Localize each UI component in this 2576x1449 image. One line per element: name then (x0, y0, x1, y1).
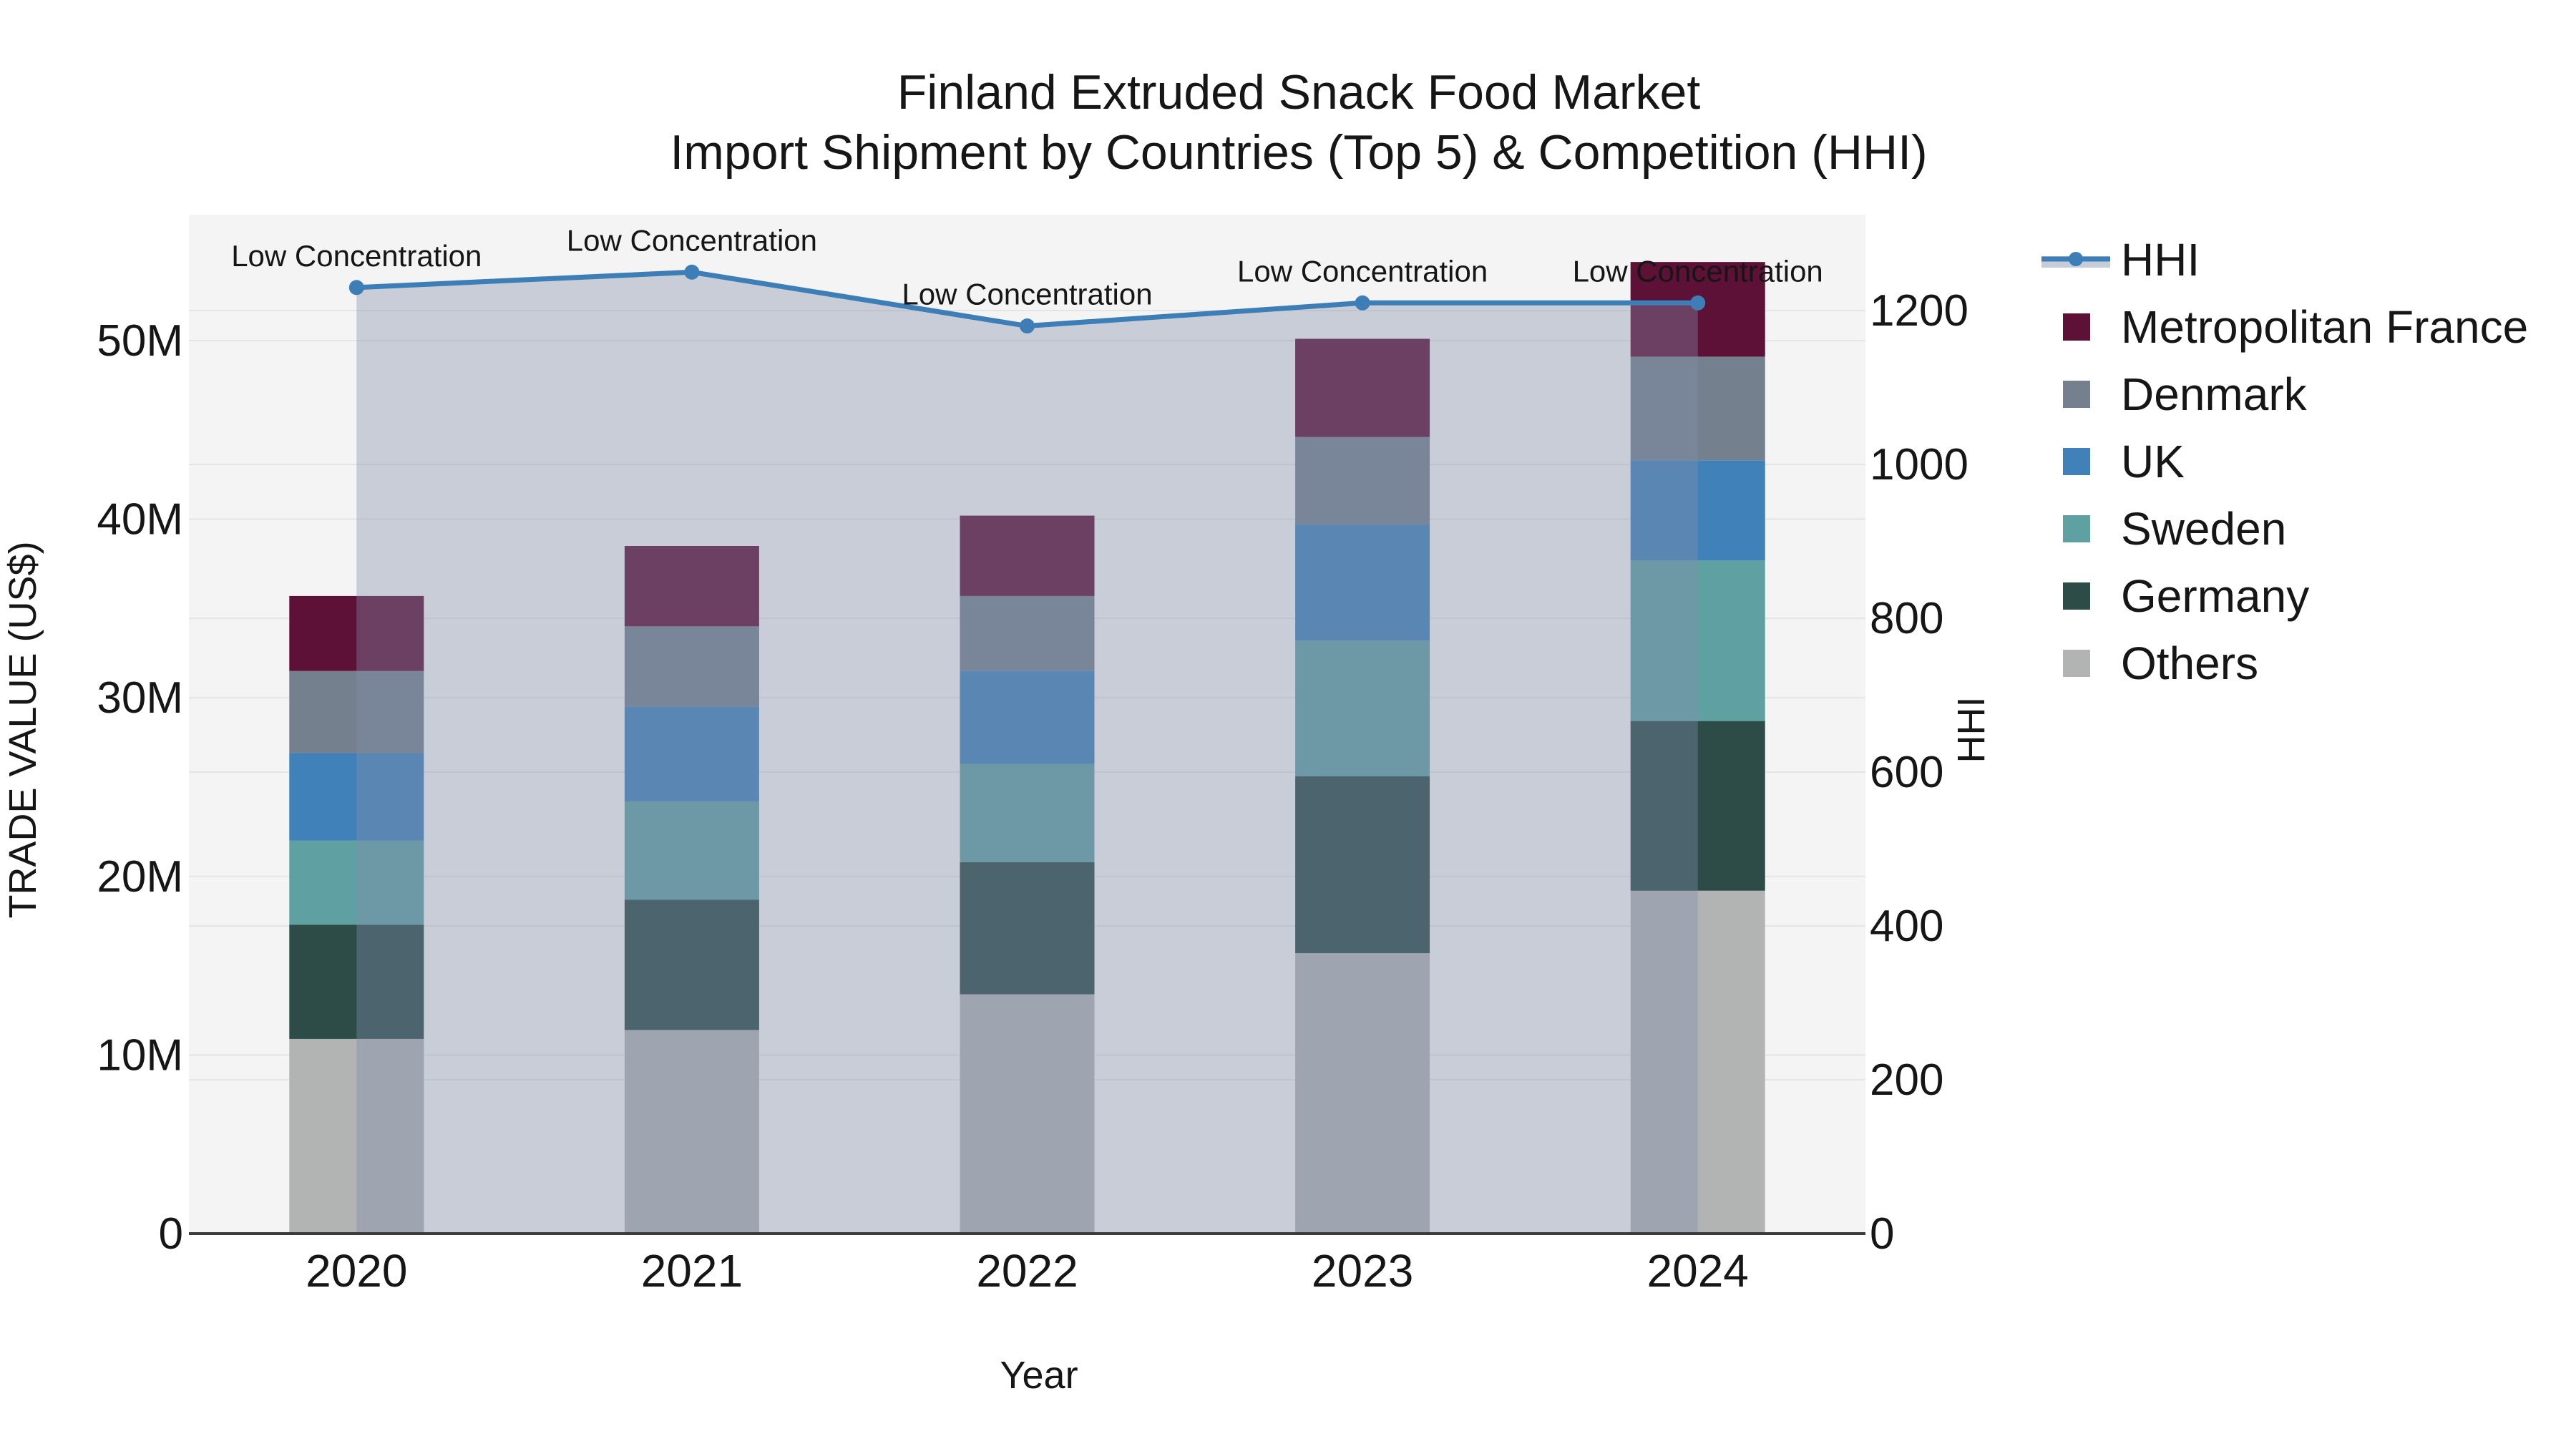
legend-item-hhi: HHI (2041, 234, 2200, 286)
hhi-point-2023 (1355, 295, 1370, 311)
legend-label-denmark: Denmark (2121, 369, 2308, 420)
x-tick-2020: 2020 (306, 1245, 407, 1297)
bar-segment-uk-2024 (1630, 460, 1765, 560)
legend-swatch-metropolitan-france (2063, 313, 2090, 341)
legend-swatch-denmark (2063, 381, 2090, 408)
bar-segment-denmark-2024 (1630, 356, 1765, 461)
legend-label-germany: Germany (2121, 570, 2309, 622)
x-axis-title: Year (1000, 1354, 1078, 1397)
x-tick-2022: 2022 (976, 1245, 1078, 1297)
legend-item-others: Others (2063, 638, 2258, 689)
left-tick-10M: 10M (97, 1030, 183, 1080)
bar-segment-uk-2023 (1295, 525, 1430, 641)
right-tick-1200: 1200 (1870, 286, 1968, 336)
right-tick-200: 200 (1870, 1055, 1943, 1105)
bar-segment-denmark-2023 (1295, 436, 1430, 525)
bar-segment-others-2024 (1630, 890, 1765, 1234)
x-tick-2024: 2024 (1647, 1245, 1749, 1297)
annotation-2021: Low Concentration (567, 223, 817, 257)
legend-label-hhi: HHI (2121, 234, 2200, 286)
left-axis-title: TRADE VALUE (US$) (1, 541, 44, 918)
right-tick-1000: 1000 (1870, 440, 1968, 489)
annotation-2020: Low Concentration (231, 239, 482, 273)
bar-segment-metropolitan-france-2023 (1295, 338, 1430, 437)
bar-segment-metropolitan-france-2020 (289, 595, 424, 671)
bar-segment-others-2023 (1295, 953, 1430, 1234)
bar-segment-germany-2022 (960, 862, 1095, 995)
right-tick-800: 800 (1870, 594, 1943, 643)
bar-segment-sweden-2020 (289, 840, 424, 925)
legend-item-germany: Germany (2063, 570, 2309, 622)
bar-segment-uk-2020 (289, 753, 424, 841)
hhi-point-2021 (684, 264, 700, 280)
bar-segment-metropolitan-france-2022 (960, 515, 1095, 596)
left-tick-30M: 30M (97, 673, 183, 723)
x-tick-2023: 2023 (1312, 1245, 1413, 1297)
chart-title-line1: Finland Extruded Snack Food Market (897, 65, 1701, 119)
left-tick-20M: 20M (97, 852, 183, 902)
bar-segment-sweden-2023 (1295, 640, 1430, 777)
plot-layer: 0 10M 20M 30M 40M 50M 0 200 400 600 800 1000 1200 202… (97, 215, 1968, 1297)
hhi-point-2020 (348, 280, 364, 296)
legend-swatch-germany (2063, 582, 2090, 610)
bar-segment-sweden-2024 (1630, 560, 1765, 721)
bar-segment-denmark-2021 (624, 626, 759, 707)
bar-segment-others-2022 (960, 994, 1095, 1234)
hhi-legend-marker (2069, 252, 2083, 266)
left-tick-0: 0 (159, 1209, 183, 1259)
bar-segment-germany-2023 (1295, 776, 1430, 954)
legend: HHI Metropolitan France Denmark UK Sweden Ger… (2041, 234, 2528, 689)
legend-item-denmark: Denmark (2063, 369, 2308, 420)
legend-item-metropolitan-france: Metropolitan France (2063, 301, 2528, 353)
right-tick-0: 0 (1870, 1209, 1894, 1259)
bar-segment-denmark-2022 (960, 595, 1095, 671)
legend-item-sweden: Sweden (2063, 503, 2286, 555)
right-tick-400: 400 (1870, 902, 1943, 951)
hhi-point-2022 (1020, 318, 1035, 334)
legend-swatch-uk (2063, 448, 2090, 475)
bar-segment-others-2020 (289, 1038, 424, 1234)
bar-segment-germany-2024 (1630, 721, 1765, 891)
legend-item-uk: UK (2063, 436, 2185, 487)
bar-segment-sweden-2021 (624, 801, 759, 900)
bar-segment-germany-2021 (624, 899, 759, 1030)
hhi-point-2024 (1690, 295, 1706, 311)
left-tick-50M: 50M (97, 316, 183, 366)
hhi-area-fill (356, 272, 1698, 1234)
legend-label-sweden: Sweden (2121, 503, 2286, 555)
legend-label-uk: UK (2121, 436, 2185, 487)
annotation-2022: Low Concentration (902, 278, 1152, 311)
annotation-2024: Low Concentration (1573, 254, 1823, 288)
bars-group (289, 262, 1765, 1234)
bar-segment-metropolitan-france-2021 (624, 546, 759, 627)
bar-segment-germany-2020 (289, 924, 424, 1039)
chart-title-line2: Import Shipment by Countries (Top 5) & C… (670, 125, 1927, 180)
left-tick-40M: 40M (97, 495, 183, 545)
legend-label-others: Others (2121, 638, 2258, 689)
bar-segment-sweden-2022 (960, 763, 1095, 862)
right-tick-600: 600 (1870, 748, 1943, 797)
annotation-2023: Low Concentration (1237, 254, 1488, 288)
legend-swatch-sweden (2063, 515, 2090, 542)
bar-segment-uk-2022 (960, 670, 1095, 764)
bar-segment-others-2021 (624, 1030, 759, 1234)
bar-segment-denmark-2020 (289, 670, 424, 753)
right-axis-title: HHI (1950, 697, 1993, 763)
bar-segment-uk-2021 (624, 706, 759, 801)
legend-label-metropolitan-france: Metropolitan France (2121, 301, 2528, 353)
legend-swatch-others (2063, 650, 2090, 677)
x-tick-2021: 2021 (641, 1245, 743, 1297)
